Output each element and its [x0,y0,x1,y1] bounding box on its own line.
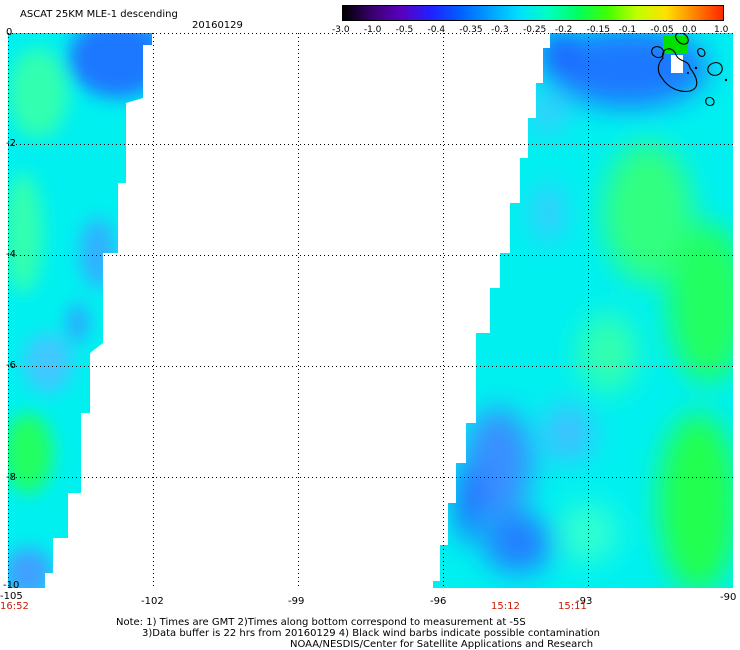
colorbar-label: -0.25 [523,25,547,35]
lat-label-0: 0 [6,27,13,38]
lon-label-4: -93 [576,596,593,607]
note-line-3: NOAA/NESDIS/Center for Satellite Applica… [290,639,594,650]
colorbar-label: -0.15 [586,25,610,35]
note-line-2: 3)Data buffer is 22 hrs from 20160129 4)… [142,628,600,639]
colorbar-label: 0.0 [682,25,697,35]
lon-label-5: -90 [720,592,737,603]
galapagos-islands [651,33,728,106]
left-swath [8,33,152,588]
lat-label-2: -4 [6,249,16,260]
colorbar-gradient [343,6,723,20]
colorbar-label: -0.4 [427,25,446,35]
time-label-0: 16:52 [0,601,29,612]
map-panel [8,33,733,588]
map-title: ASCAT 25KM MLE-1 descending [20,9,178,20]
colorbar-label: -0.1 [618,25,637,35]
lon-label-2: -99 [288,596,305,607]
lat-label-3: -6 [6,360,16,371]
map-date: 20160129 [192,20,243,31]
time-label-1: 15:12 [491,601,520,612]
colorbar-label: -0.2 [554,25,573,35]
lat-label-4: -8 [6,472,16,483]
colorbar-label: -0.05 [650,25,674,35]
note-line-1: Note: 1) Times are GMT 2)Times along bot… [116,617,526,628]
colorbar-label: -3.0 [332,25,350,35]
lat-label-1: -2 [6,138,16,149]
time-label-2: 15:11 [558,601,587,612]
colorbar [342,5,724,21]
graticule [8,33,733,588]
right-swath [433,33,733,588]
colorbar-label: -1.0 [363,25,382,35]
colorbar-label: 1.0 [714,25,729,35]
colorbar-label: -0.5 [395,25,414,35]
lon-label-0: -105 [0,591,23,602]
colorbar-labels: -3.0 -1.0 -0.5 -0.4 -0.35 -0.3 -0.25 -0.2 -0.15-… [330,25,730,37]
colorbar-label: -0.3 [491,25,509,35]
lat-label-5: -10 [3,580,20,591]
lon-label-1: -102 [141,596,164,607]
colorbar-label: -0.35 [459,25,483,35]
lon-label-3: -96 [430,596,447,607]
